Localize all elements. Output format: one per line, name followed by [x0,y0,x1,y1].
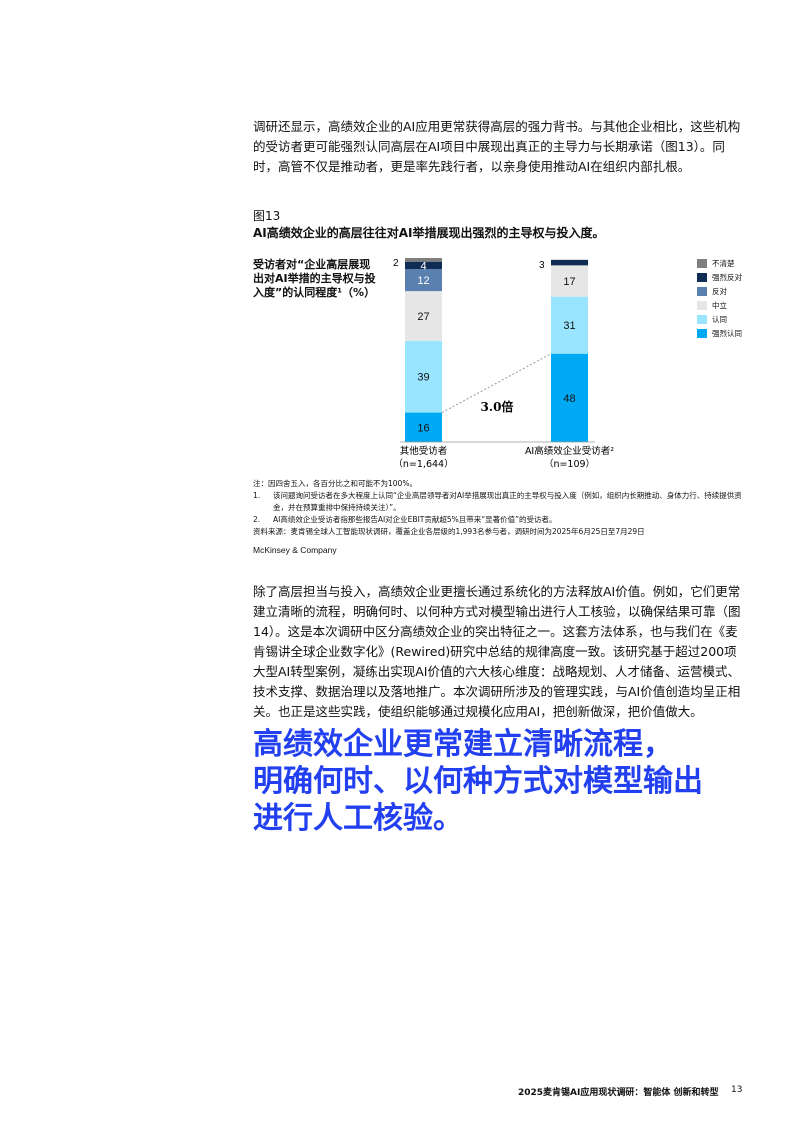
legend-item: 认同 [697,314,727,325]
chart-notes: 注：因四舍五入，各百分比之和可能不为100%。 1. 该问题询问受访者在多大程度上… [253,478,753,538]
outside-label: 2 [393,258,399,269]
data-label: 17 [563,276,575,288]
footer-title: 2025麦肯锡AI应用现状调研：智能体 创新和转型 [518,1088,719,1098]
legend-item: 反对 [697,286,727,297]
legend-item: 强烈反对 [697,272,742,283]
multiplier-annotation: 3.0倍 [481,399,514,414]
bar-segment [551,265,588,297]
bar-segment [551,296,588,354]
brand-name: McKinsey & Company [253,545,337,555]
legend-item: 强烈认同 [697,328,742,339]
bar-segment [405,258,442,262]
legend-swatch [697,259,707,268]
bar-segment [405,291,442,341]
bar-segment [405,269,442,292]
category-n: （n=109） [544,458,595,470]
legend-swatch [697,301,707,310]
intro-paragraph: 调研还显示，高绩效企业的AI应用更常获得高层的强力背书。与其他企业相比，这些机构… [253,119,741,174]
data-label: 4 [420,260,426,272]
category-n: （n=1,644） [393,458,453,470]
figure-number: 图13 [253,209,281,223]
comparison-line [441,353,552,413]
legend-swatch [697,273,707,282]
pull-quote-headline: 高绩效企业更常建立清晰流程， 明确何时、以何种方式对模型输出 进行人工核验。 [253,727,703,836]
data-label: 31 [563,320,575,332]
bar-segment [405,340,442,413]
page-number: 13 [731,1085,743,1095]
footnote-2: 2. AI高绩效企业受访者指那些报告AI对企业EBIT贡献超5%且带来“显著价值”… [253,515,557,524]
body-paragraph: 除了高层担当与投入，高绩效企业更擅长通过系统化的方法释放AI价值。例如，它们更常… [253,584,741,719]
note-rounding: 注：因四舍五入，各百分比之和可能不为100%。 [253,479,417,488]
legend-swatch [697,287,707,296]
legend-item: 不清楚 [697,258,735,269]
bar-segment [405,412,442,442]
bar-segment [551,353,588,442]
data-label: 27 [417,311,429,323]
source-note: 资料来源：麦肯锡全球人工智能现状调研，覆盖企业各层级的1,993名参与者，调研时… [253,527,645,536]
legend-swatch [697,329,707,338]
bar-segment [405,261,442,270]
outside-label: 3 [539,260,545,271]
data-label: 39 [417,372,429,384]
category-label: 其他受访者 [400,445,448,457]
lower-content: 注：因四舍五入，各百分比之和可能不为100%。 1. 该问题询问受访者在多大程度上… [253,478,753,837]
data-label: 48 [563,393,575,405]
legend-swatch [697,315,707,324]
footnote-1: 1. 该问题询问受访者在多大程度上认同“企业高层领导者对AI举措展现出真正的主导权… [253,491,742,512]
figure-title: AI高绩效企业的高层往往对AI举措展现出强烈的主导权与投入度。 [253,226,605,240]
bar-segment [551,259,588,266]
category-label: AI高绩效企业受访者² [525,445,614,457]
legend-item: 中立 [697,300,727,311]
chart-y-label: 受访者对“企业高层展现出对AI举措的主导权与投入度”的认同程度¹（%） [253,258,376,299]
data-label: 16 [417,422,429,434]
data-label: 12 [417,275,429,287]
stacked-bar-chart: 16 39 27 12 4 2 其他受访者（n=1,644） 48 31 17 3 AI高绩效企业受访… [393,258,614,470]
